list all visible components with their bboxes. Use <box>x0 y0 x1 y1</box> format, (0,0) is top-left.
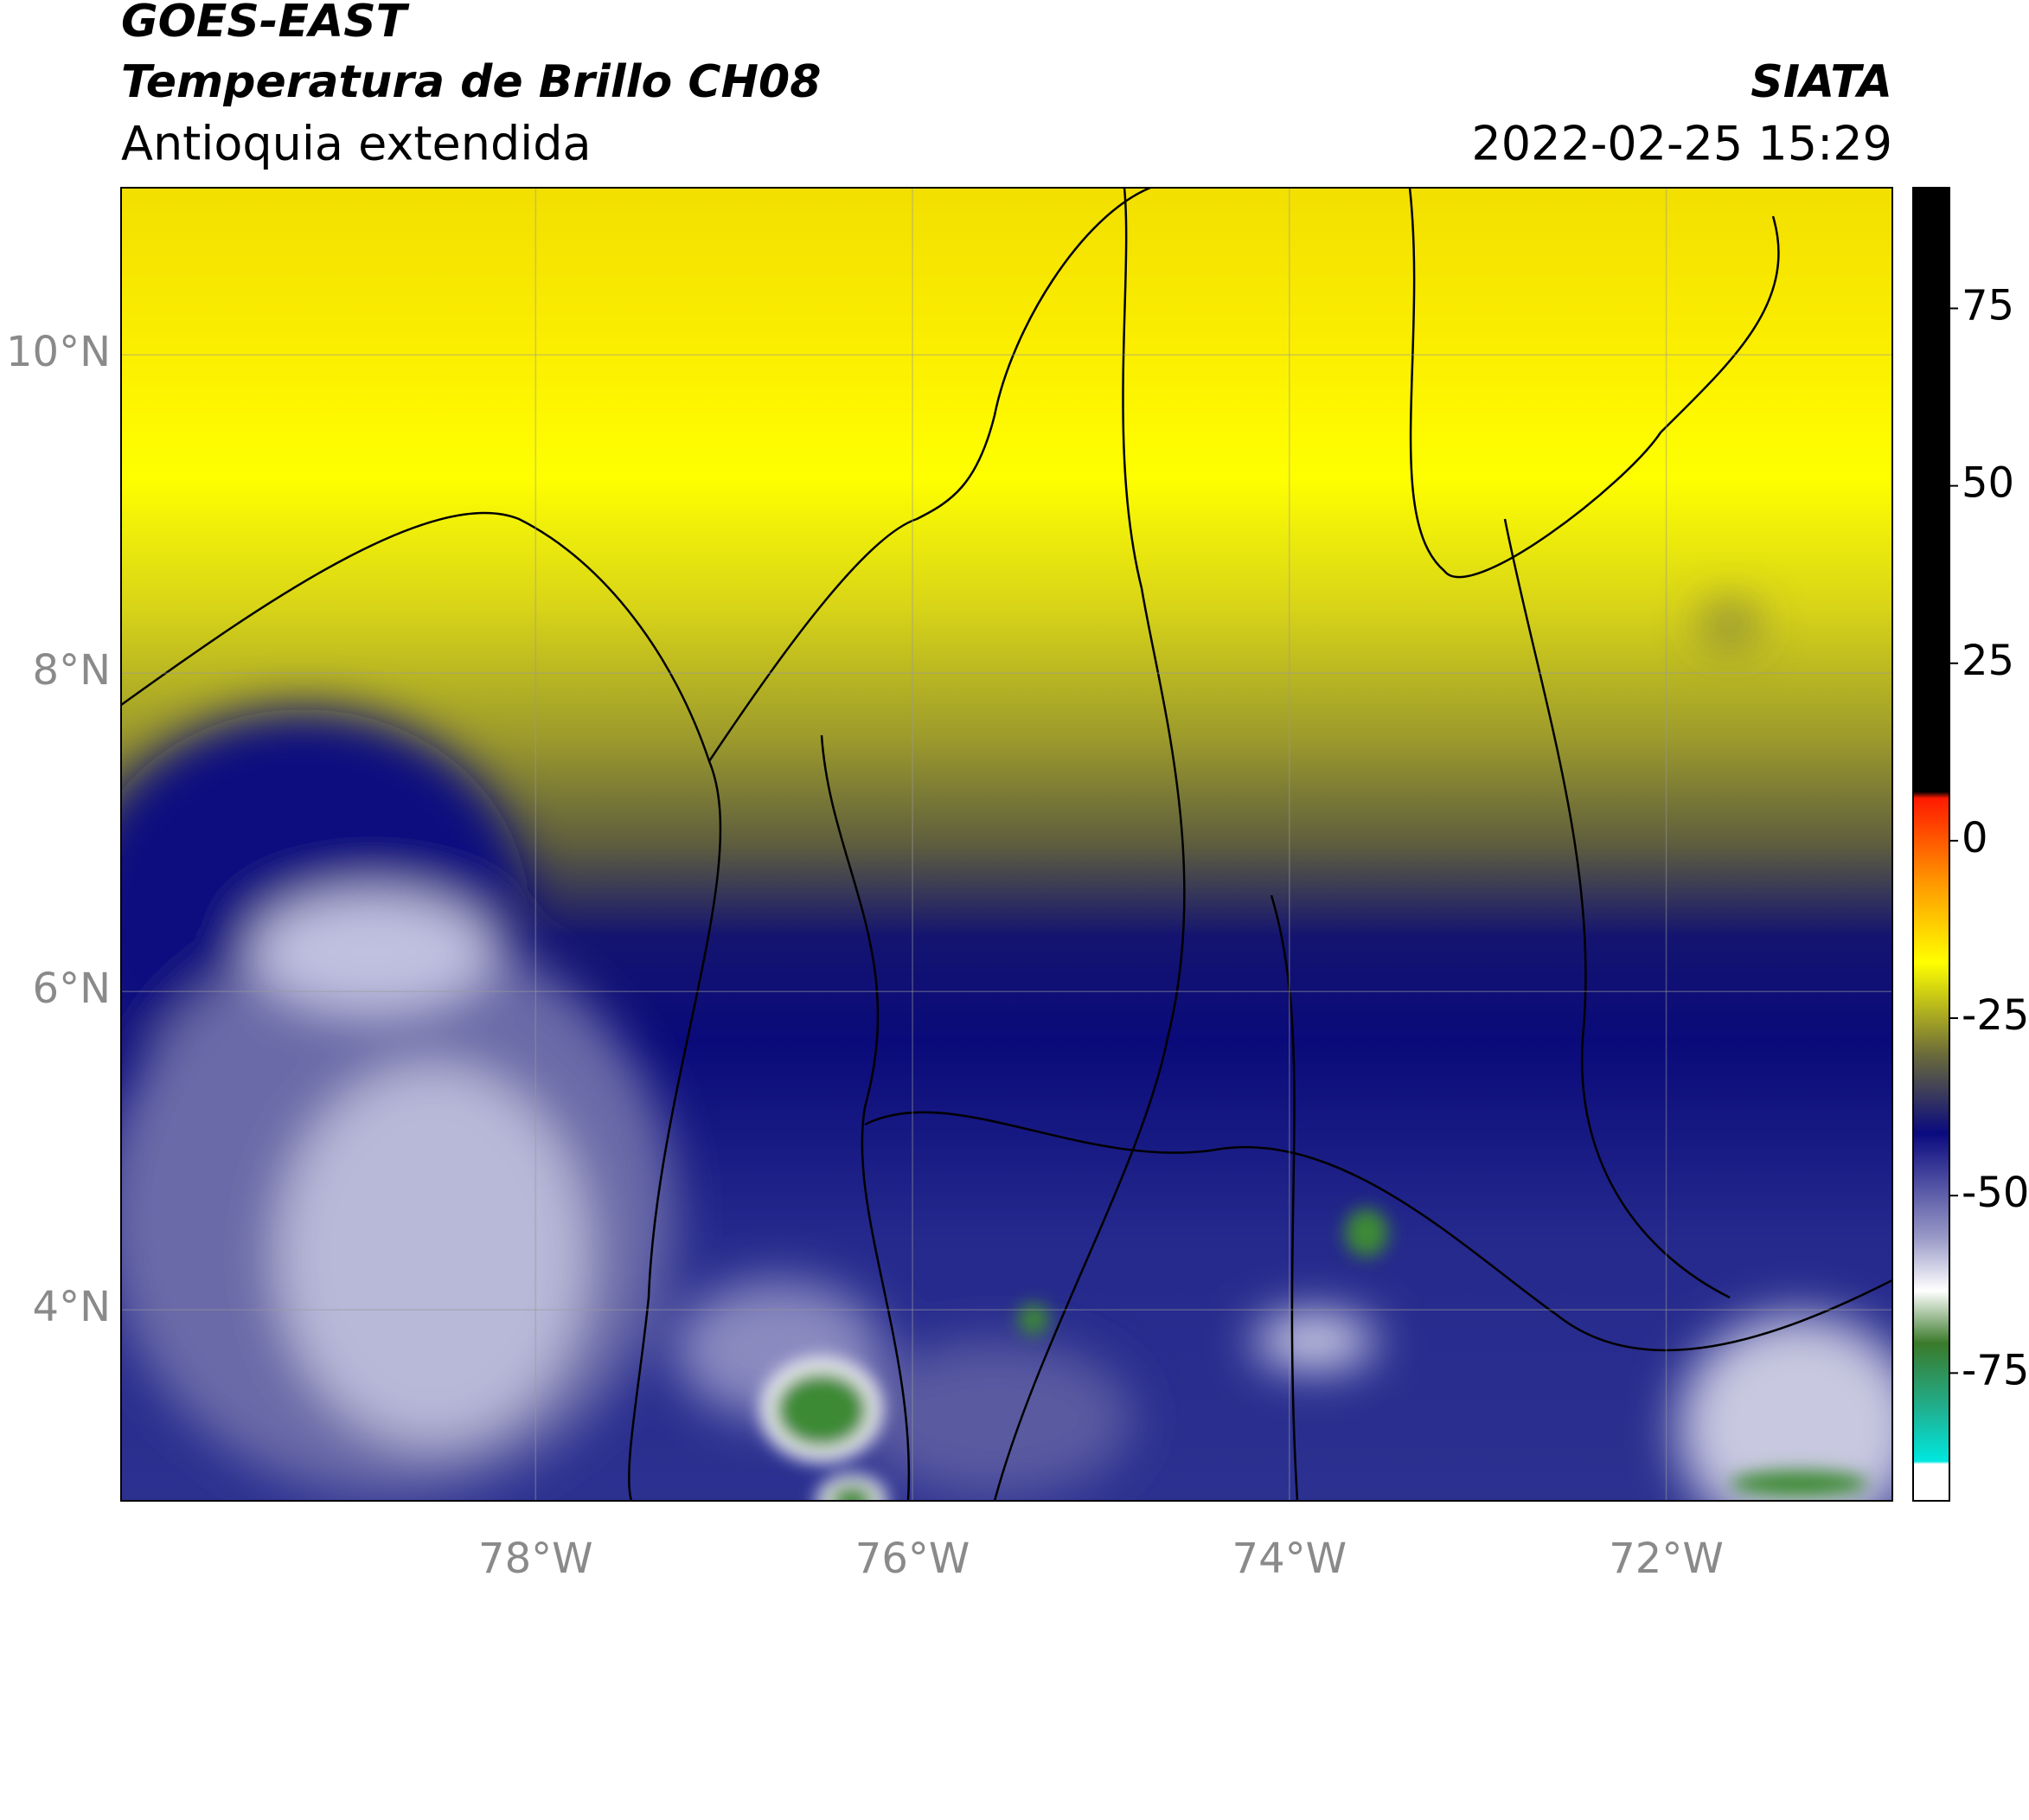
title: GOES-EAST <box>121 0 410 48</box>
colorbar-tick-label: 25 <box>1962 637 2014 685</box>
colorbar-tick-label: -50 <box>1962 1169 2029 1217</box>
colorbar-tick-label: -75 <box>1962 1346 2029 1394</box>
satellite-image <box>121 188 1892 1501</box>
x-tick-label: 72°W <box>1609 1535 1724 1583</box>
colorbar-tick-label: 50 <box>1962 459 2014 508</box>
datetime: 2022-02-25 15:29 <box>1471 117 1892 171</box>
y-tick-label: 8°N <box>33 646 111 695</box>
y-tick-label: 10°N <box>6 328 111 376</box>
x-tick-label: 78°W <box>478 1535 593 1583</box>
subtitle: Temperatura de Brillo CH08 <box>121 56 821 108</box>
map-frame <box>120 187 1893 1502</box>
x-tick-label: 74°W <box>1232 1535 1347 1583</box>
x-tick-label: 76°W <box>855 1535 970 1583</box>
y-tick-label: 6°N <box>33 964 111 1013</box>
source: SIATA <box>1751 56 1892 108</box>
grid <box>121 188 1892 1501</box>
colorbar-tick-label: -25 <box>1962 991 2029 1040</box>
region: Antioquia extendida <box>121 117 592 171</box>
y-tick-label: 4°N <box>33 1283 111 1331</box>
colorbar <box>1912 187 1950 1502</box>
colorbar-tick-label: 75 <box>1962 281 2014 330</box>
colorbar-tick-label: 0 <box>1962 814 1988 862</box>
